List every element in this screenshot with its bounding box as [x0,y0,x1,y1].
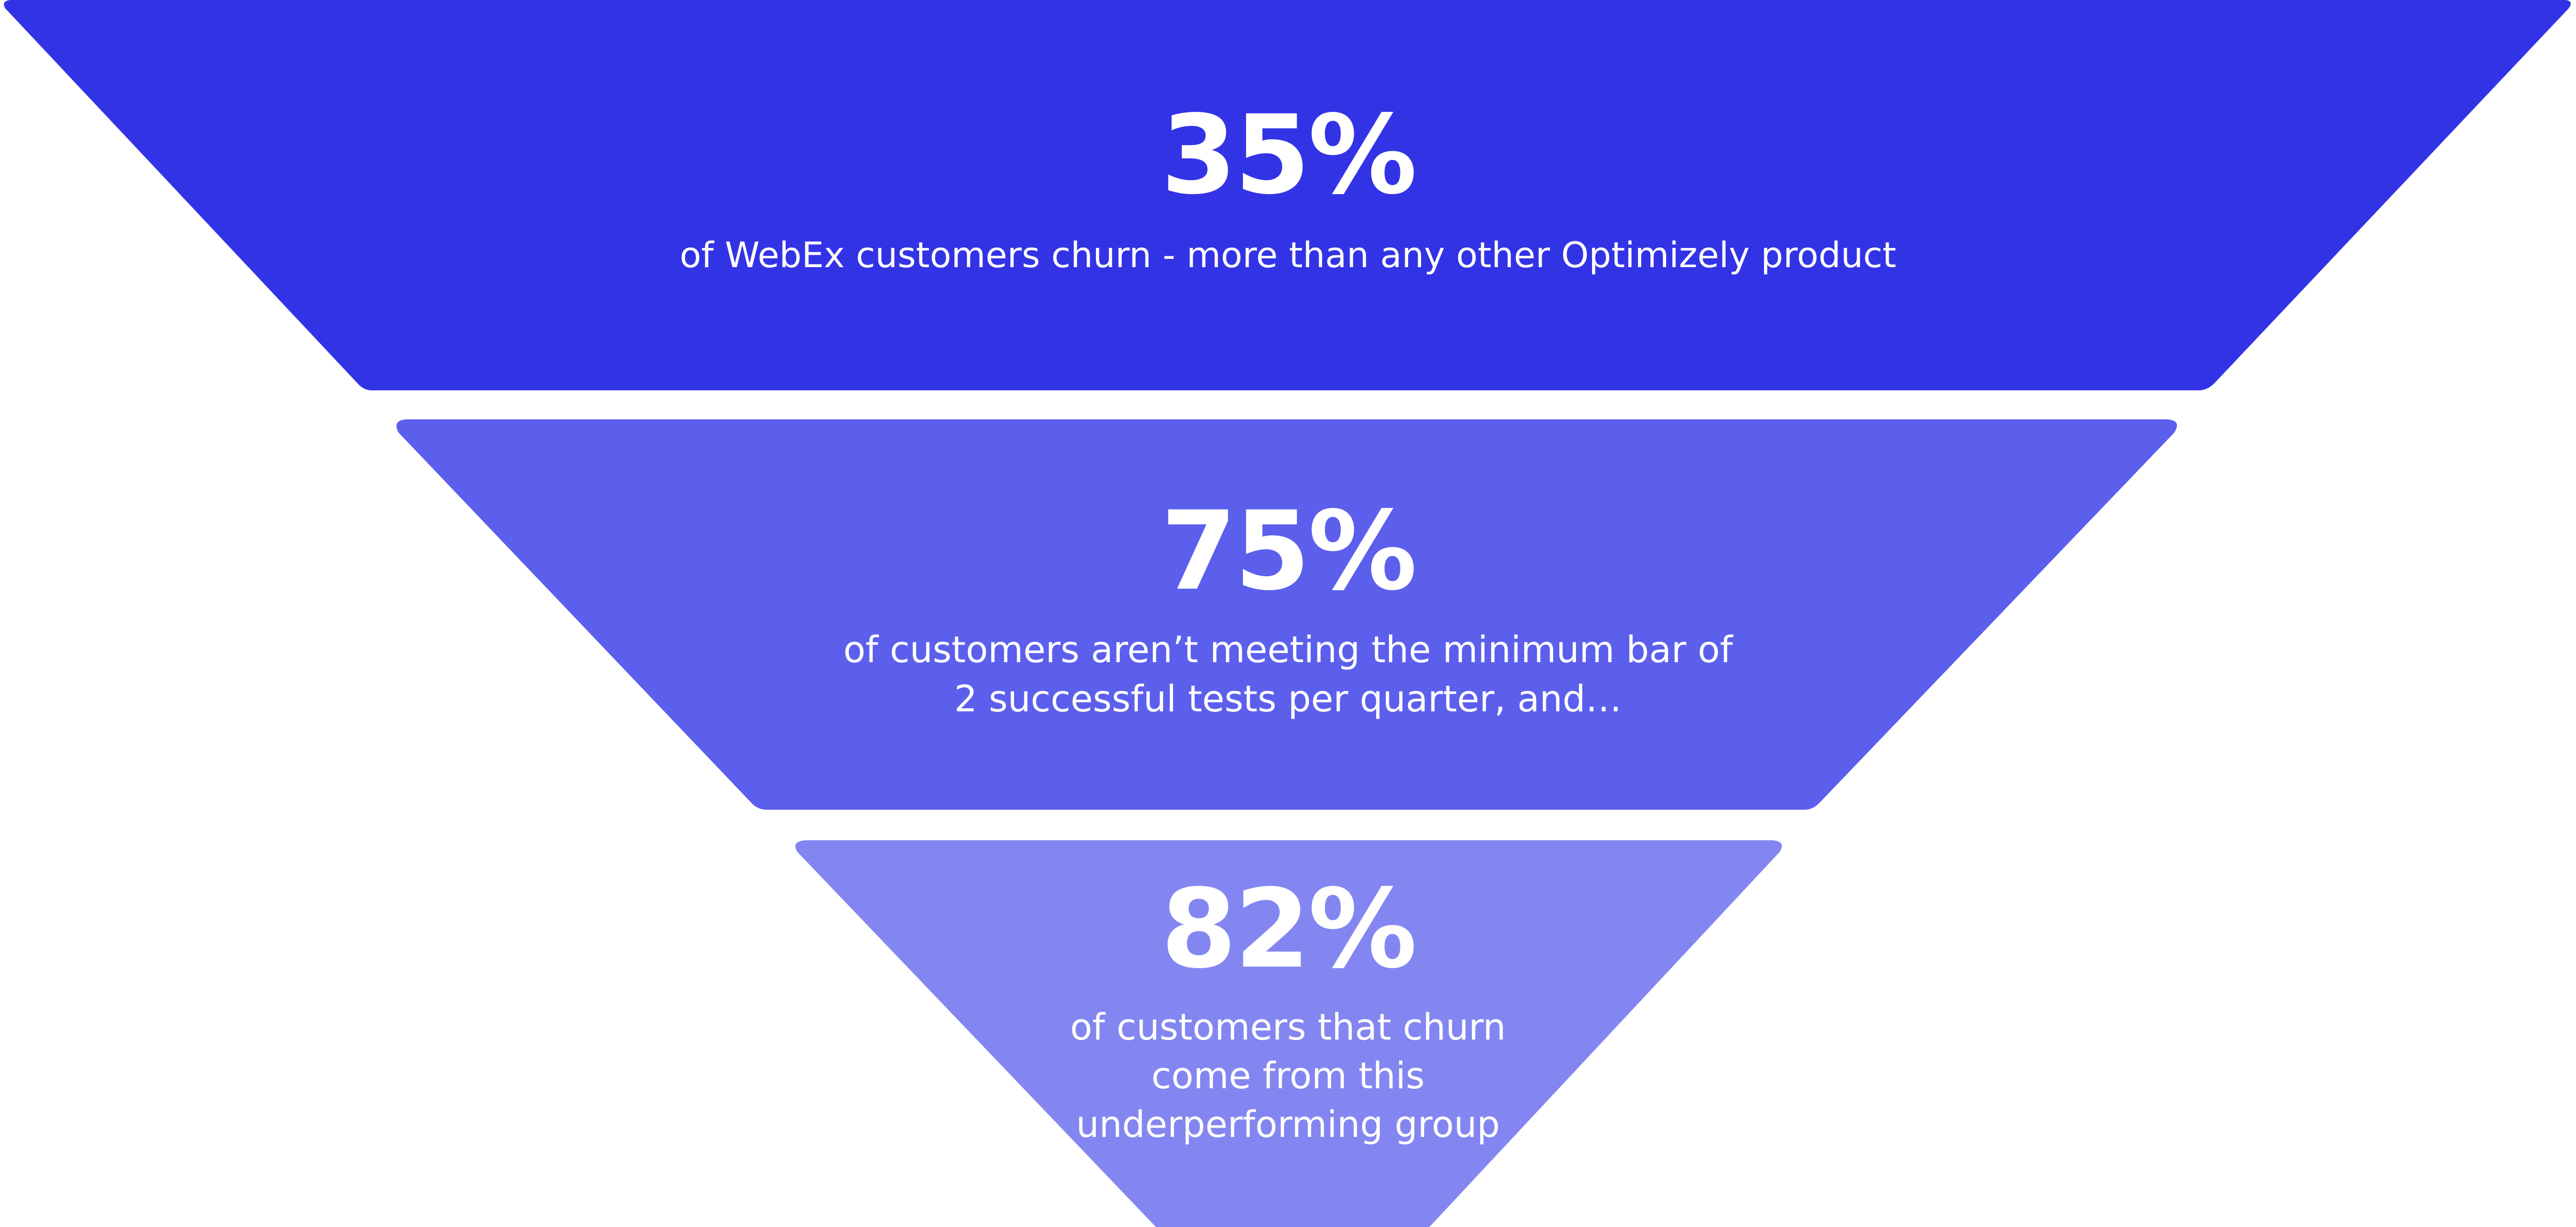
tier-2-description: of customers aren’t meeting the minimum … [843,629,1733,720]
funnel-tier-2-shape [396,419,2177,810]
tier-2-stat: 75% [1161,488,1417,615]
tier-3-stat: 82% [1161,866,1417,992]
funnel-tier-1-shape [4,0,2571,390]
tier-3-description: of customers that churn come from this u… [1070,1006,1506,1146]
tier-1-stat: 35% [1161,92,1417,218]
funnel-tier-3-shape [795,840,1782,1227]
tier-1-description: of WebEx customers churn - more than any… [679,235,1897,276]
